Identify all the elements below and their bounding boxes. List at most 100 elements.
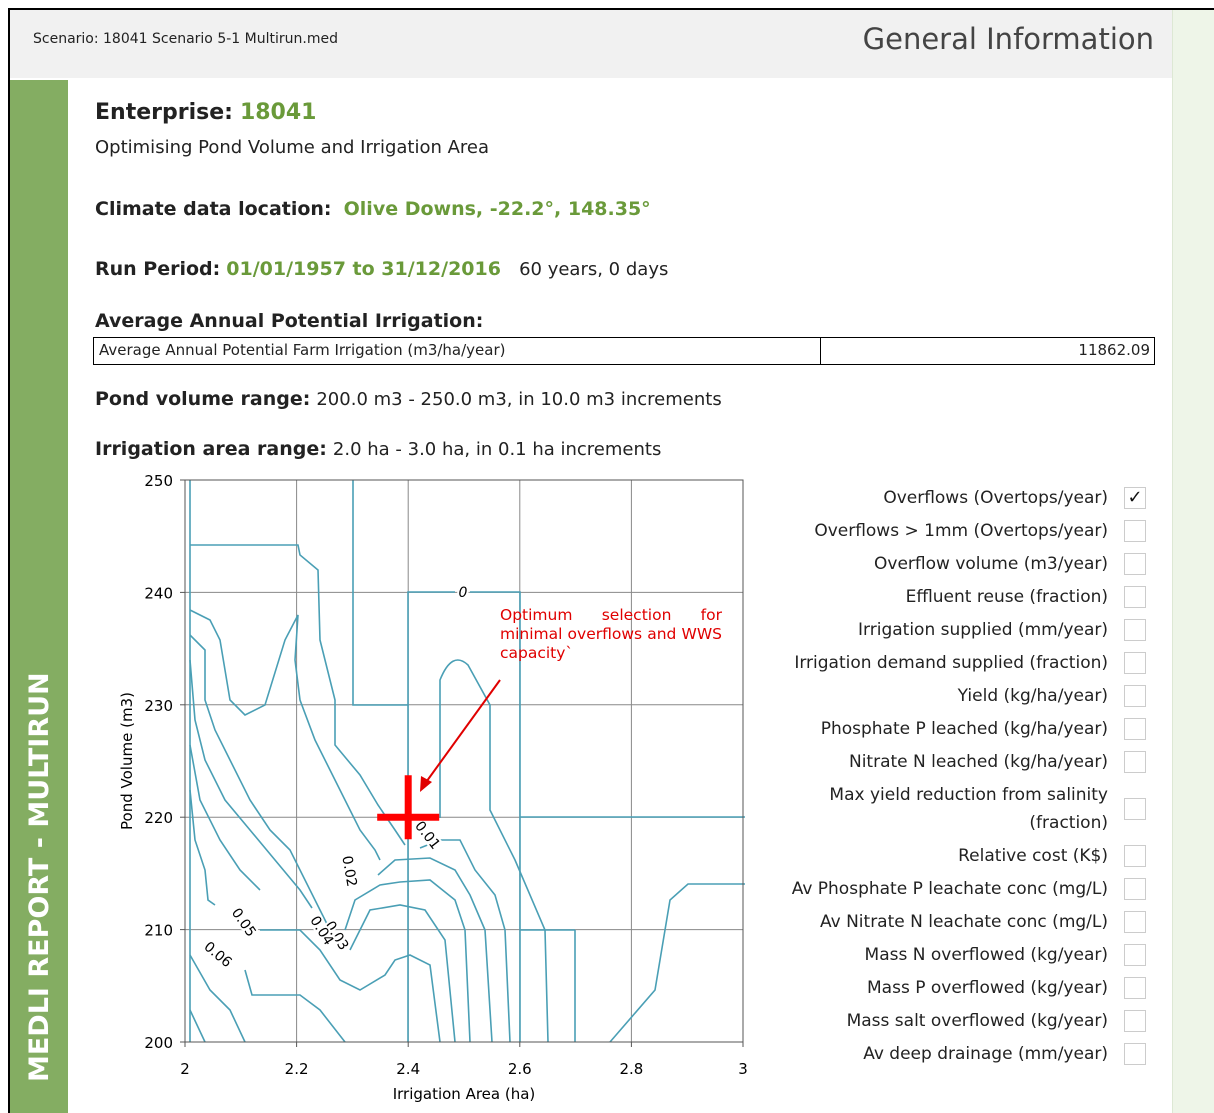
option[interactable]: Relative cost (K$) bbox=[760, 842, 1160, 870]
option-label: Max yield reduction from salinity (fract… bbox=[829, 785, 1108, 833]
contour-line bbox=[189, 789, 216, 906]
value: 01/01/1957 to 31/12/2016 bbox=[226, 258, 501, 280]
frame bbox=[8, 8, 1214, 1113]
description: Optimising Pond Volume and Irrigation Ar… bbox=[95, 137, 490, 158]
contour-line bbox=[344, 879, 471, 1043]
value: 2.0 ha - 3.0 ha, in 0.1 ha increments bbox=[332, 439, 662, 460]
checkbox[interactable] bbox=[1124, 977, 1146, 999]
checkbox[interactable] bbox=[1124, 685, 1146, 707]
contour-line bbox=[189, 609, 381, 861]
option[interactable]: Phosphate P leached (kg/ha/year) bbox=[760, 715, 1160, 743]
checkbox[interactable] bbox=[1124, 878, 1146, 900]
contour-line bbox=[377, 857, 493, 1043]
option-label: Irrigation demand supplied (fraction) bbox=[794, 653, 1108, 673]
header bbox=[10, 10, 1172, 78]
option[interactable]: Irrigation supplied (mm/year) bbox=[760, 616, 1160, 644]
option-label: Phosphate P leached (kg/ha/year) bbox=[820, 719, 1108, 739]
label: Enterprise: bbox=[95, 100, 233, 125]
option-label: Overflows > 1mm (Overtops/year) bbox=[814, 521, 1108, 541]
option[interactable]: Overflows (Overtops/year) ✓ bbox=[760, 484, 1160, 512]
cell: Average Annual Potential Farm Irrigation… bbox=[94, 338, 821, 364]
y-tick-label: 240 bbox=[144, 584, 173, 602]
contour-line bbox=[407, 705, 576, 1042]
option-label: Av Phosphate P leachate conc (mg/L) bbox=[791, 879, 1108, 899]
option-label: Nitrate N leached (kg/ha/year) bbox=[848, 752, 1108, 772]
enterprise: Enterprise: 18041 bbox=[95, 100, 316, 125]
checkbox[interactable] bbox=[1124, 718, 1146, 740]
checkbox[interactable] bbox=[1124, 1043, 1146, 1065]
option[interactable]: Mass salt overflowed (kg/year) bbox=[760, 1007, 1160, 1035]
run-period: Run Period: 01/01/1957 to 31/12/2016 60 … bbox=[95, 258, 668, 280]
option[interactable]: Mass P overflowed (kg/year) bbox=[760, 974, 1160, 1002]
y-tick-label: 250 bbox=[144, 472, 173, 490]
option[interactable]: Max yield reduction from salinity (fract… bbox=[760, 781, 1160, 837]
contour-line bbox=[189, 1009, 206, 1043]
contour-label: 0 bbox=[459, 585, 468, 601]
option[interactable]: Nitrate N leached (kg/ha/year) bbox=[760, 748, 1160, 776]
option[interactable]: Mass N overflowed (kg/year) bbox=[760, 941, 1160, 969]
y-tick-label: 230 bbox=[144, 697, 173, 715]
sidebar: MEDLI REPORT - MULTIRUN bbox=[10, 80, 68, 1113]
checkbox[interactable] bbox=[1124, 652, 1146, 674]
y-axis-label: Pond Volume (m3) bbox=[118, 692, 136, 830]
option-label: Mass P overflowed (kg/year) bbox=[867, 978, 1108, 998]
option[interactable]: Av Phosphate P leachate conc (mg/L) bbox=[760, 875, 1160, 903]
checkbox[interactable] bbox=[1124, 520, 1146, 542]
section-title: General Information bbox=[862, 22, 1154, 56]
checkbox[interactable] bbox=[1124, 553, 1146, 575]
contour-line bbox=[260, 929, 441, 1043]
option[interactable]: Yield (kg/ha/year) bbox=[760, 682, 1160, 710]
contour-line bbox=[189, 634, 331, 931]
option[interactable]: Irrigation demand supplied (fraction) bbox=[760, 649, 1160, 677]
optimum-marker bbox=[377, 775, 440, 840]
checkbox[interactable] bbox=[1124, 944, 1146, 966]
option[interactable]: Overflows > 1mm (Overtops/year) bbox=[760, 517, 1160, 545]
checkbox[interactable] bbox=[1124, 619, 1146, 641]
checkbox[interactable] bbox=[1124, 586, 1146, 608]
contour-line bbox=[520, 816, 745, 1043]
option[interactable]: Effluent reuse (fraction) bbox=[760, 583, 1160, 611]
option-label: Av deep drainage (mm/year) bbox=[863, 1044, 1108, 1064]
checkbox[interactable] bbox=[1124, 1010, 1146, 1032]
checkbox[interactable] bbox=[1124, 845, 1146, 867]
grid bbox=[184, 479, 744, 1043]
contour-line bbox=[419, 839, 511, 1043]
x-tick-label: 3 bbox=[738, 1060, 748, 1078]
contour-line bbox=[189, 744, 261, 891]
label: Irrigation area range: bbox=[95, 438, 327, 460]
option-label: Relative cost (K$) bbox=[958, 846, 1108, 866]
option[interactable]: Overflow volume (m3/year) bbox=[760, 550, 1160, 578]
checkbox[interactable]: ✓ bbox=[1124, 487, 1146, 509]
contour-line bbox=[190, 544, 406, 846]
contour-line bbox=[349, 904, 456, 1043]
annotation-arrow bbox=[423, 679, 501, 786]
option-label: Yield (kg/ha/year) bbox=[957, 686, 1108, 706]
label: Run Period: bbox=[95, 258, 221, 280]
value: 18041 bbox=[239, 100, 317, 125]
arrow-head bbox=[420, 776, 432, 792]
value: 200.0 m3 - 250.0 m3, in 10.0 m3 incremen… bbox=[316, 389, 722, 410]
x-tick-label: 2.6 bbox=[508, 1060, 532, 1078]
x-tick-label: 2 bbox=[180, 1060, 190, 1078]
option[interactable]: Av Nitrate N leachate conc (mg/L) bbox=[760, 908, 1160, 936]
area-range: Irrigation area range: 2.0 ha - 3.0 ha, … bbox=[95, 438, 661, 460]
cell: 11862.09 bbox=[1078, 341, 1150, 359]
right-panel bbox=[1172, 10, 1214, 1113]
checkbox[interactable] bbox=[1124, 751, 1146, 773]
contour-line bbox=[189, 659, 313, 909]
checkbox[interactable] bbox=[1124, 798, 1146, 820]
contour-line bbox=[439, 659, 549, 1043]
option-label: Av Nitrate N leachate conc (mg/L) bbox=[819, 912, 1108, 932]
label: Pond volume range: bbox=[95, 388, 311, 410]
checkbox[interactable] bbox=[1124, 911, 1146, 933]
plot-area bbox=[185, 480, 743, 1042]
climate: Climate data location: Olive Downs, -22.… bbox=[95, 198, 651, 220]
duration: 60 years, 0 days bbox=[519, 259, 669, 280]
option-label: Overflow volume (m3/year) bbox=[874, 554, 1108, 574]
x-tick-label: 2.2 bbox=[285, 1060, 309, 1078]
option-label: Mass salt overflowed (kg/year) bbox=[846, 1011, 1108, 1031]
contour-line bbox=[244, 969, 346, 1043]
pond-range: Pond volume range: 200.0 m3 - 250.0 m3, … bbox=[95, 388, 722, 410]
option[interactable]: Av deep drainage (mm/year) bbox=[760, 1040, 1160, 1068]
